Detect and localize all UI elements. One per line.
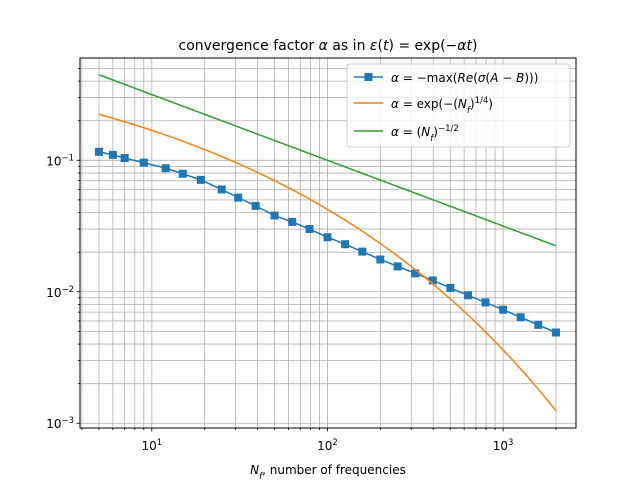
data-point xyxy=(196,175,205,184)
legend-label-3: α = (Nf)−1/2 xyxy=(391,124,459,144)
data-point xyxy=(323,233,332,242)
x-tick-label: 102 xyxy=(317,438,338,453)
legend-label-1: α = −max(Re(σ(A − B))) xyxy=(391,71,538,85)
data-point xyxy=(516,313,525,322)
legend-marker xyxy=(364,73,373,81)
series-line-3 xyxy=(98,74,557,247)
data-point xyxy=(376,255,385,264)
data-point xyxy=(270,211,279,220)
tick-layer: 101 102 103 10−3 10−2 10−1 xyxy=(46,68,557,453)
plot-frame xyxy=(79,57,577,429)
data-point xyxy=(161,164,170,173)
data-point xyxy=(251,201,260,210)
data-point xyxy=(305,225,314,234)
y-tick-label: 10−1 xyxy=(46,153,74,168)
x-tick-label: 103 xyxy=(493,438,514,453)
data-point xyxy=(481,298,490,307)
data-point xyxy=(534,320,543,329)
chart-title: convergence factor α as in ε(t) = exp(−α… xyxy=(179,38,478,54)
data-point xyxy=(411,269,420,278)
data-point xyxy=(463,291,472,300)
series-line-2 xyxy=(98,113,557,412)
data-point xyxy=(139,158,148,167)
data-point xyxy=(446,283,455,292)
series-layer xyxy=(94,74,560,412)
data-point xyxy=(234,193,243,202)
data-point xyxy=(393,262,402,271)
legend-box xyxy=(346,63,571,148)
data-point xyxy=(499,305,508,314)
data-point xyxy=(120,154,129,163)
data-point xyxy=(341,240,350,249)
data-point xyxy=(108,150,117,159)
data-point xyxy=(217,185,226,194)
data-point xyxy=(551,328,560,337)
data-point xyxy=(178,169,187,178)
data-point xyxy=(428,276,437,285)
x-tick-label: 101 xyxy=(141,438,162,453)
data-point xyxy=(358,247,367,256)
data-point xyxy=(94,147,103,156)
y-tick-label: 10−2 xyxy=(46,285,74,300)
data-point xyxy=(288,217,297,226)
y-tick-label: 10−3 xyxy=(46,416,74,431)
legend-label-2: α = exp(−(Nf)1/4) xyxy=(391,96,493,116)
x-axis-label: Nf, number of frequencies xyxy=(250,463,406,480)
legend: α = −max(Re(σ(A − B))) α = exp(−(Nf)1/4) α… xyxy=(346,63,571,148)
